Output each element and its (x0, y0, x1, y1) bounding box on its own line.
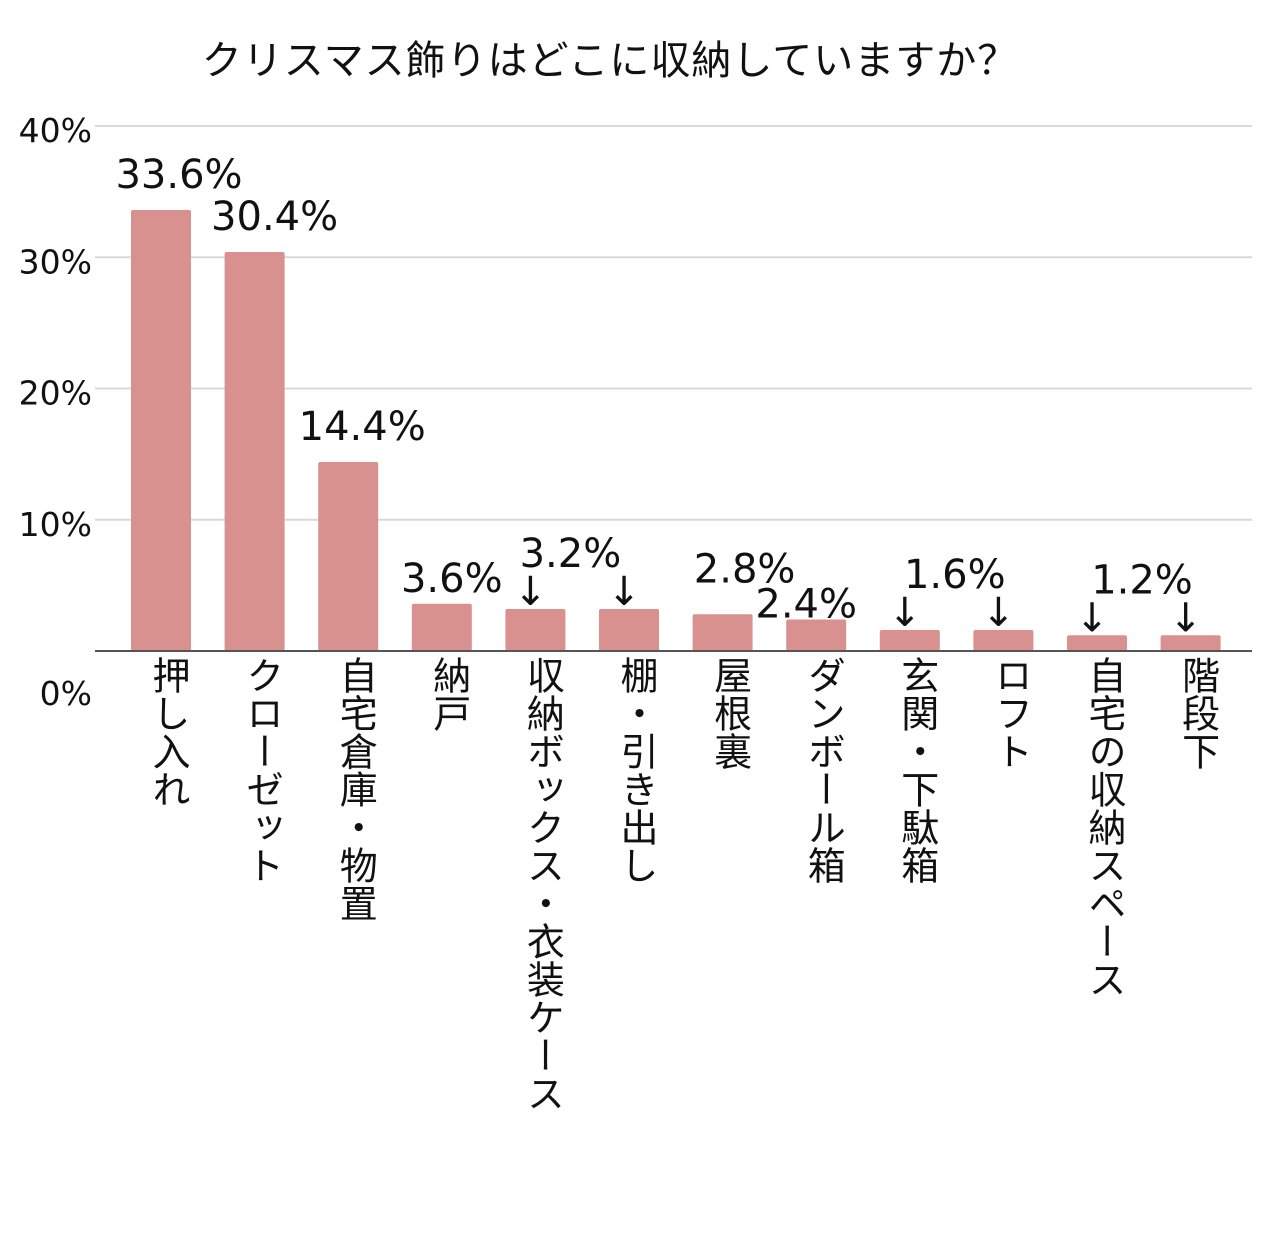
chart-title: クリスマス飾りはどこに収納していますか？ (201, 38, 1019, 84)
data-label: 3.6% (401, 556, 503, 602)
y-axis-ticks: 0% 10% 20% 30% 40% (19, 111, 92, 713)
bar (1067, 635, 1127, 651)
category-label: 押し入れ (146, 656, 190, 808)
bar (692, 614, 753, 651)
data-label: 30.4% (211, 194, 338, 240)
data-label: 2.8% (694, 546, 796, 592)
data-label: 1.2% (1091, 557, 1193, 603)
category-label: 屋根裏 (707, 656, 752, 770)
data-label: 1.6% (904, 552, 1006, 598)
data-label: 14.4% (299, 404, 426, 450)
category-label: 納戸 (426, 656, 471, 732)
y-tick-label: 20% (19, 374, 92, 413)
category-label: 階段下 (1175, 656, 1220, 770)
y-tick-label: 40% (19, 111, 92, 150)
bar (879, 630, 940, 651)
bar (599, 609, 659, 651)
bar (411, 603, 472, 651)
arrow-marker: ↓ (888, 590, 922, 636)
category-label: 収納ボックス・衣装ケース (520, 656, 565, 1112)
category-label: クローゼット (239, 656, 284, 884)
bar (224, 252, 285, 651)
arrow-marker: ↓ (982, 590, 1016, 636)
gridlines (95, 125, 1252, 521)
arrow-marker: ↓ (1075, 595, 1109, 641)
y-tick-label: 10% (19, 505, 92, 544)
arrow-marker: ↓ (607, 569, 641, 615)
data-label: 3.2% (520, 531, 622, 577)
data-labels: 33.6%30.4% 14.4% 3.6% 3.2% 2.8%2.4% 1.6% 1.2% (115, 152, 1192, 628)
data-label: 33.6% (115, 152, 242, 198)
bar (1160, 635, 1221, 651)
category-label: ダンボール箱 (801, 656, 846, 884)
data-label: 2.4% (755, 582, 857, 628)
category-label: 自宅の収納スペース (1082, 656, 1126, 998)
category-label: ロフト (988, 656, 1033, 770)
bar (786, 619, 847, 651)
arrow-markers: ↓ ↓ ↓ ↓ ↓ ↓ (514, 569, 1203, 641)
category-label: 棚・引き出し (614, 656, 658, 884)
y-tick-label: 30% (19, 242, 92, 281)
bar (318, 462, 379, 651)
arrow-marker: ↓ (1169, 595, 1203, 641)
category-label: 自宅倉庫・物置 (333, 656, 378, 922)
arrow-marker: ↓ (514, 569, 548, 615)
bar (131, 210, 191, 651)
bar (505, 609, 566, 651)
y-tick-label: 0% (40, 674, 92, 713)
bars (131, 210, 1221, 651)
category-label: 玄関・下駄箱 (894, 656, 939, 884)
bar (973, 630, 1034, 651)
